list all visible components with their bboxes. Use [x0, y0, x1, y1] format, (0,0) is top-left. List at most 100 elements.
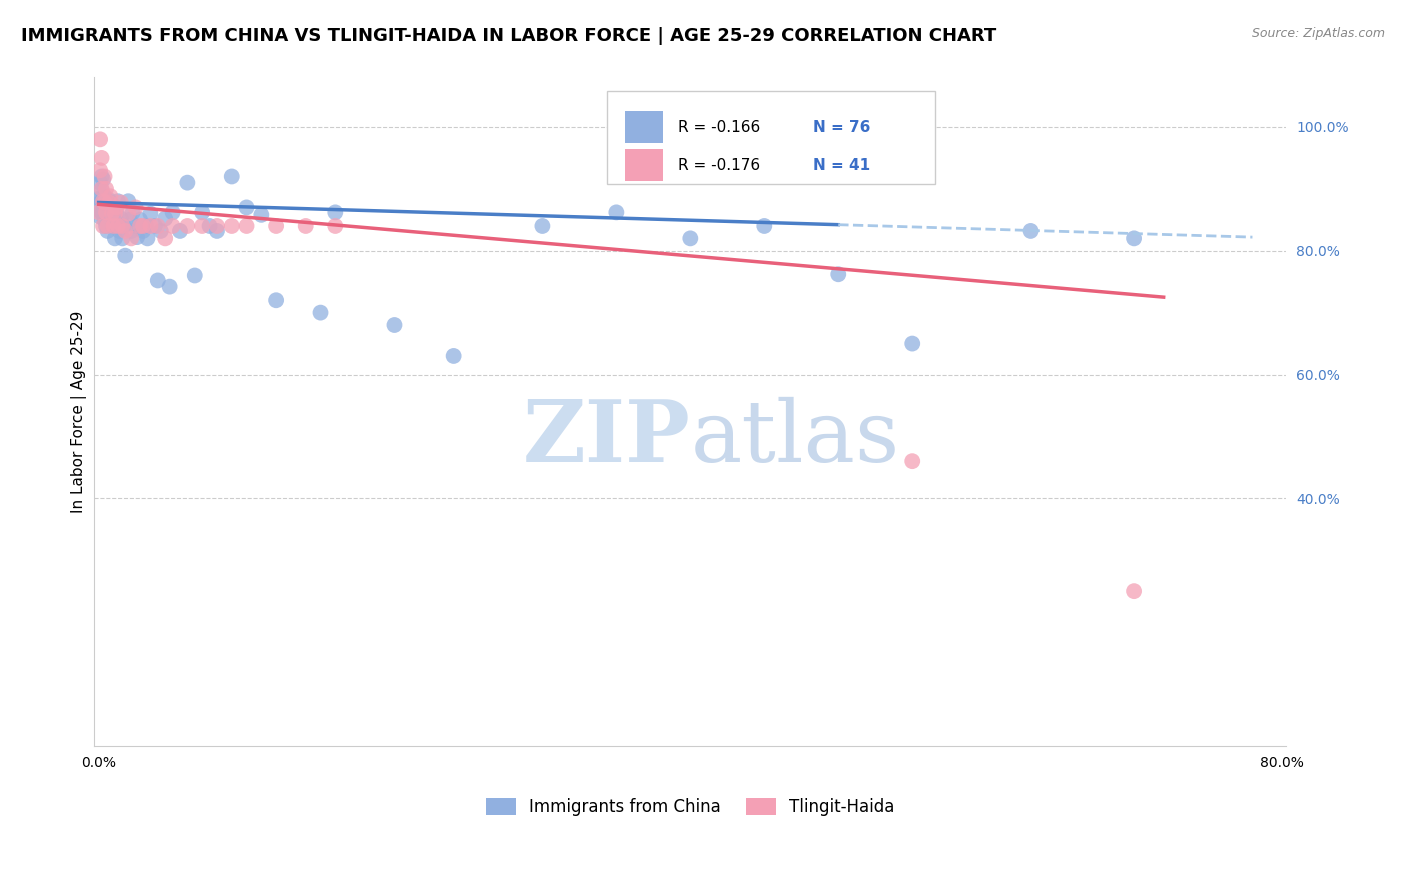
- Point: [827, 267, 849, 281]
- Point: [1019, 224, 1042, 238]
- Point: [132, 224, 155, 238]
- Text: atlas: atlas: [690, 397, 900, 480]
- Text: R = -0.176: R = -0.176: [679, 158, 761, 173]
- FancyBboxPatch shape: [624, 149, 662, 181]
- Point: [104, 206, 127, 220]
- Point: [146, 219, 169, 233]
- Point: [264, 293, 287, 308]
- Point: [94, 194, 117, 209]
- Point: [107, 219, 129, 233]
- Point: [149, 224, 172, 238]
- FancyBboxPatch shape: [624, 112, 662, 144]
- Point: [87, 205, 110, 219]
- Point: [105, 214, 128, 228]
- Text: N = 41: N = 41: [813, 158, 870, 173]
- Point: [117, 194, 139, 209]
- Point: [91, 199, 114, 213]
- Point: [103, 199, 125, 213]
- Point: [89, 191, 111, 205]
- Point: [103, 219, 125, 233]
- Point: [96, 224, 118, 238]
- Point: [679, 231, 702, 245]
- Y-axis label: In Labor Force | Age 25-29: In Labor Force | Age 25-29: [72, 310, 87, 513]
- Point: [89, 176, 111, 190]
- FancyBboxPatch shape: [607, 91, 935, 185]
- Point: [531, 219, 554, 233]
- Text: IMMIGRANTS FROM CHINA VS TLINGIT-HAIDA IN LABOR FORCE | AGE 25-29 CORRELATION CH: IMMIGRANTS FROM CHINA VS TLINGIT-HAIDA I…: [21, 27, 997, 45]
- Point: [101, 206, 124, 220]
- Point: [169, 224, 191, 238]
- Point: [107, 194, 129, 209]
- Point: [146, 273, 169, 287]
- Point: [323, 205, 346, 219]
- Point: [250, 208, 273, 222]
- Point: [443, 349, 465, 363]
- Point: [120, 224, 142, 238]
- Point: [205, 224, 228, 238]
- Point: [124, 219, 146, 233]
- Point: [176, 176, 198, 190]
- Point: [125, 230, 148, 244]
- Point: [112, 219, 135, 233]
- Point: [143, 219, 166, 233]
- Point: [120, 231, 142, 245]
- Point: [91, 189, 114, 203]
- Point: [121, 205, 143, 219]
- Point: [111, 231, 134, 245]
- Point: [159, 279, 181, 293]
- Point: [89, 163, 111, 178]
- Point: [235, 219, 257, 233]
- Point: [235, 201, 257, 215]
- Point: [901, 336, 924, 351]
- Point: [191, 219, 214, 233]
- Point: [108, 224, 131, 238]
- Point: [101, 212, 124, 227]
- Point: [901, 454, 924, 468]
- Point: [87, 197, 110, 211]
- Point: [162, 205, 184, 219]
- Point: [98, 206, 121, 220]
- Point: [309, 305, 332, 319]
- Point: [117, 206, 139, 220]
- Point: [90, 194, 112, 209]
- Point: [111, 219, 134, 233]
- Point: [110, 211, 132, 226]
- Point: [94, 219, 117, 233]
- Point: [91, 172, 114, 186]
- Point: [90, 182, 112, 196]
- Point: [89, 210, 111, 224]
- Point: [129, 212, 152, 227]
- Point: [104, 231, 127, 245]
- Point: [264, 219, 287, 233]
- Point: [323, 219, 346, 233]
- Point: [90, 205, 112, 219]
- Point: [93, 189, 115, 203]
- Point: [98, 193, 121, 207]
- Point: [153, 211, 176, 226]
- Point: [94, 205, 117, 219]
- Point: [1123, 231, 1146, 245]
- Point: [132, 219, 155, 233]
- Point: [90, 169, 112, 184]
- Point: [93, 212, 115, 227]
- Point: [198, 219, 221, 233]
- Point: [162, 219, 184, 233]
- Point: [100, 195, 122, 210]
- Text: ZIP: ZIP: [523, 396, 690, 481]
- Point: [91, 206, 114, 220]
- Legend: Immigrants from China, Tlingit-Haida: Immigrants from China, Tlingit-Haida: [479, 791, 901, 822]
- Point: [139, 219, 162, 233]
- Point: [96, 219, 118, 233]
- Point: [184, 268, 207, 283]
- Point: [124, 201, 146, 215]
- Point: [94, 182, 117, 196]
- Point: [1123, 584, 1146, 599]
- Point: [93, 169, 115, 184]
- Text: N = 76: N = 76: [813, 120, 870, 135]
- Point: [221, 169, 243, 184]
- Point: [153, 231, 176, 245]
- Point: [205, 219, 228, 233]
- Point: [754, 219, 776, 233]
- Point: [105, 205, 128, 219]
- Point: [91, 194, 114, 209]
